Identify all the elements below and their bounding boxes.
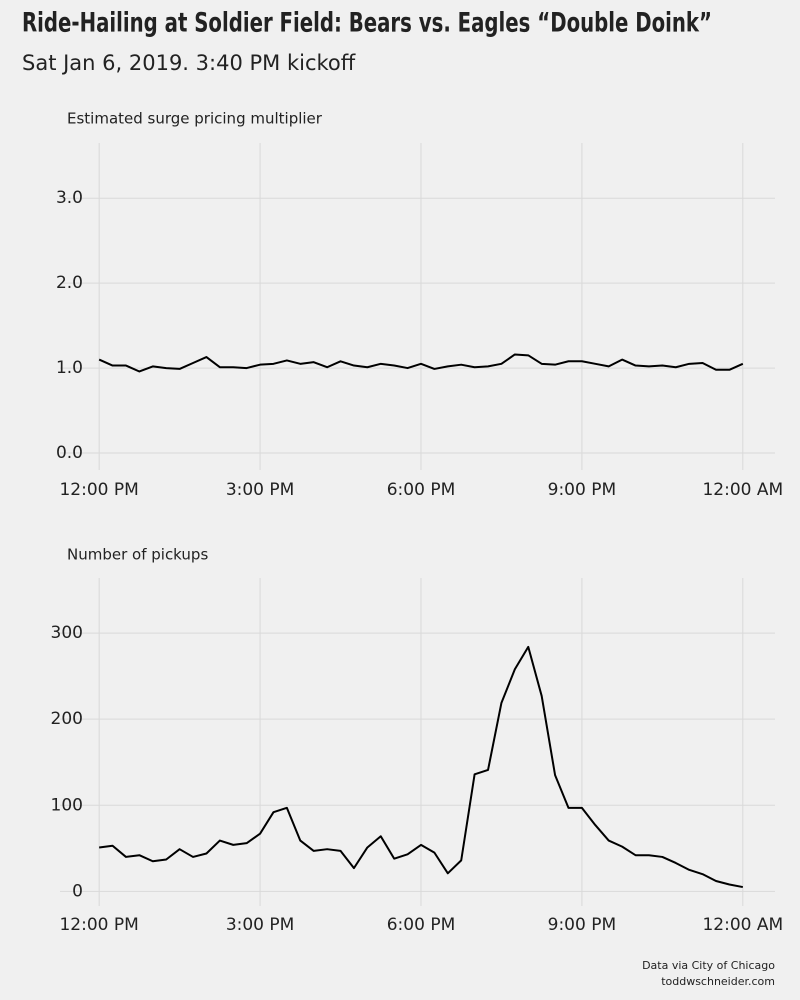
x-tick-label: 12:00 PM [59, 915, 138, 935]
x-tick-label: 9:00 PM [548, 480, 617, 500]
y-tick-label: 1.0 [56, 358, 83, 378]
x-tick-label: 12:00 AM [702, 480, 783, 500]
y-tick-label: 100 [51, 795, 83, 815]
y-tick-label: 0.0 [56, 443, 83, 463]
x-tick-label: 3:00 PM [226, 480, 295, 500]
line [98, 353, 744, 373]
y-tick-label: 200 [51, 709, 83, 729]
subtitle: Sat Jan 6, 2019. 3:40 PM kickoff [22, 51, 356, 75]
caption: Data via City of Chicago [642, 959, 775, 972]
title: Ride-Hailing at Soldier Field: Bears vs.… [22, 8, 712, 39]
x-tick-label: 12:00 AM [702, 915, 783, 935]
y-tick-label: 0 [72, 881, 83, 901]
y-tick-label: 300 [51, 623, 83, 643]
line [99, 645, 744, 889]
y-tick-label: 3.0 [56, 188, 83, 208]
x-tick-label: 3:00 PM [226, 915, 295, 935]
y-tick-label: 2.0 [56, 273, 83, 293]
caption: toddwschneider.com [661, 975, 775, 988]
x-tick-label: 6:00 PM [387, 915, 456, 935]
x-tick-label: 12:00 PM [59, 480, 138, 500]
x-tick-label: 9:00 PM [548, 915, 617, 935]
panel-title: Estimated surge pricing multiplier [67, 110, 323, 128]
x-tick-label: 6:00 PM [387, 480, 456, 500]
panel-title: Number of pickups [67, 546, 208, 564]
